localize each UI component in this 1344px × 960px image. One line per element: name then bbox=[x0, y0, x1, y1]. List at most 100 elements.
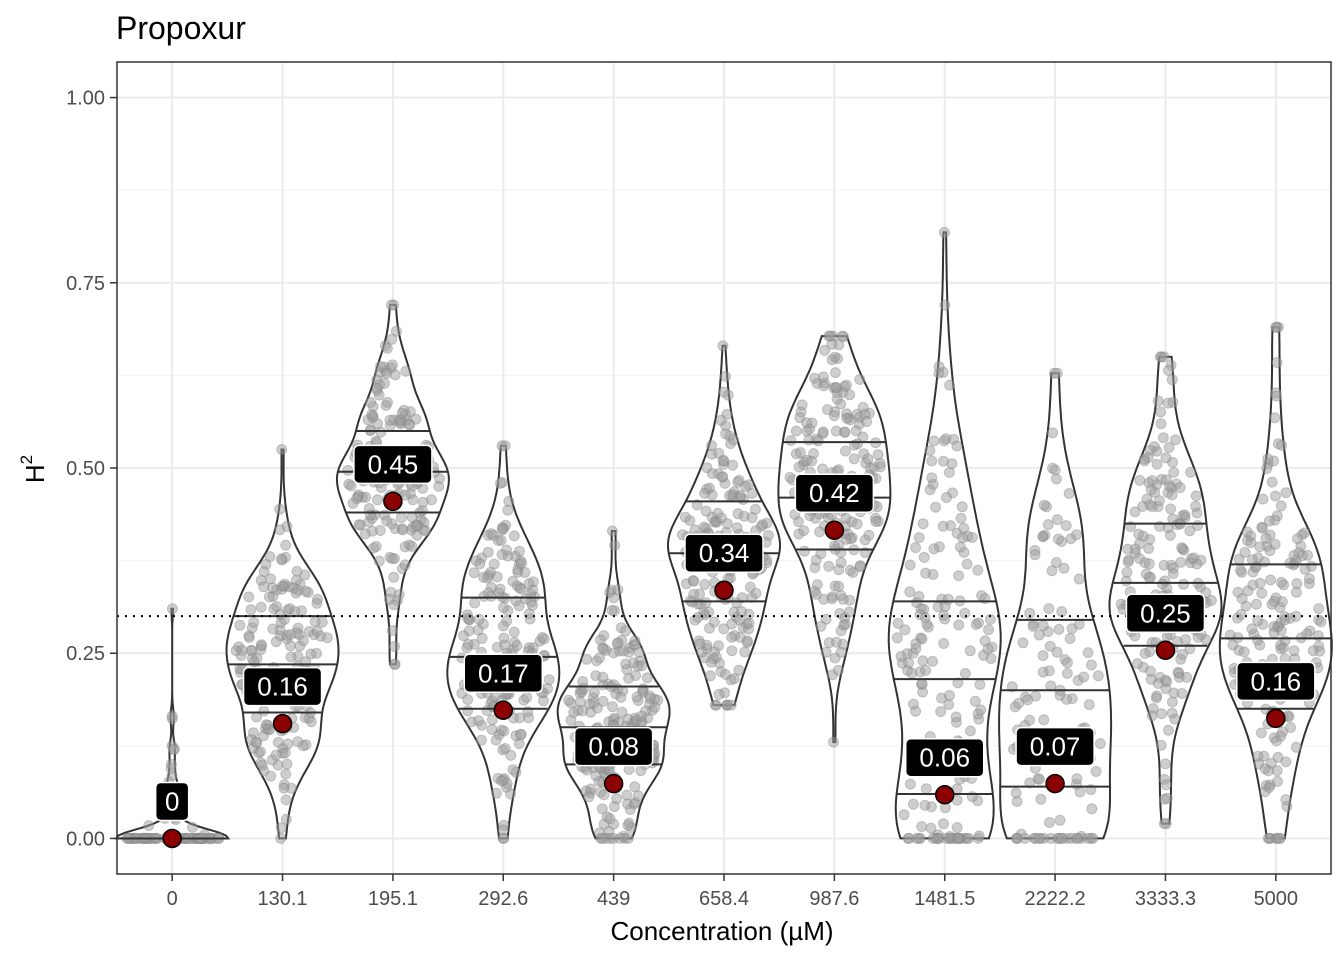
data-point bbox=[289, 606, 301, 617]
data-point bbox=[502, 504, 514, 516]
data-point bbox=[911, 832, 923, 844]
data-point bbox=[828, 410, 840, 422]
data-point bbox=[255, 746, 266, 758]
data-point bbox=[725, 699, 737, 711]
data-point bbox=[473, 715, 484, 727]
data-point bbox=[1168, 466, 1180, 478]
data-point bbox=[691, 499, 703, 511]
mean-label-text: 0.42 bbox=[809, 478, 860, 508]
mean-label-box bbox=[573, 726, 654, 767]
data-point bbox=[733, 664, 745, 676]
data-point bbox=[1246, 554, 1258, 566]
x-tick-label: 5000 bbox=[1254, 888, 1299, 910]
data-point bbox=[165, 758, 177, 770]
data-point bbox=[1044, 640, 1056, 652]
data-point bbox=[924, 445, 936, 457]
mean-label: 0 bbox=[154, 781, 190, 822]
data-point bbox=[496, 476, 508, 488]
data-point bbox=[1265, 574, 1276, 586]
data-point bbox=[736, 606, 747, 617]
data-point bbox=[514, 729, 526, 741]
data-point bbox=[1190, 500, 1202, 512]
data-point bbox=[955, 512, 967, 524]
data-point bbox=[1017, 637, 1029, 649]
data-point bbox=[1151, 458, 1163, 470]
data-point bbox=[966, 532, 978, 543]
data-point bbox=[618, 645, 629, 657]
data-point bbox=[973, 830, 985, 842]
mean-label-text: 0.16 bbox=[257, 672, 308, 702]
data-point bbox=[607, 701, 618, 713]
data-point bbox=[1180, 634, 1192, 645]
data-point bbox=[490, 787, 502, 799]
data-point bbox=[521, 692, 533, 703]
data-point bbox=[736, 592, 748, 604]
data-point bbox=[704, 670, 716, 682]
data-point bbox=[1056, 606, 1068, 618]
data-point bbox=[1161, 792, 1173, 804]
data-point bbox=[399, 559, 411, 571]
data-point bbox=[1276, 439, 1288, 451]
data-point bbox=[801, 454, 813, 466]
data-point bbox=[1055, 832, 1067, 844]
data-point bbox=[1142, 451, 1154, 463]
data-point bbox=[910, 643, 922, 655]
data-point bbox=[841, 379, 852, 391]
data-point bbox=[280, 768, 292, 780]
data-point bbox=[274, 503, 286, 515]
data-point bbox=[917, 518, 929, 530]
data-point bbox=[1290, 610, 1302, 622]
mean-label-box bbox=[1125, 593, 1206, 634]
data-point bbox=[1176, 688, 1188, 699]
data-point bbox=[910, 705, 922, 717]
data-point bbox=[385, 299, 397, 311]
data-point bbox=[386, 333, 398, 345]
mean-marker bbox=[1045, 773, 1065, 794]
data-point bbox=[848, 453, 860, 465]
data-point bbox=[727, 434, 739, 446]
mean-marker bbox=[603, 773, 624, 794]
data-point bbox=[1158, 818, 1170, 830]
data-point bbox=[311, 647, 322, 659]
mean-label: 0.17 bbox=[463, 653, 544, 694]
data-point bbox=[1157, 432, 1169, 444]
mean-label: 0.16 bbox=[242, 666, 323, 707]
data-point bbox=[713, 640, 724, 652]
data-point bbox=[598, 789, 610, 801]
data-point bbox=[939, 299, 951, 311]
data-point bbox=[1275, 576, 1287, 588]
mean-label-text: 0 bbox=[165, 786, 179, 816]
data-point bbox=[1255, 727, 1267, 739]
data-point bbox=[1257, 493, 1269, 505]
data-point bbox=[913, 591, 925, 602]
data-point bbox=[1051, 367, 1063, 379]
data-point bbox=[1279, 614, 1291, 626]
mean-label-box bbox=[1236, 661, 1316, 702]
data-point bbox=[844, 389, 856, 401]
data-point bbox=[243, 591, 255, 603]
data-point bbox=[1271, 735, 1282, 747]
data-point bbox=[1165, 503, 1177, 515]
data-point bbox=[386, 625, 398, 636]
data-point bbox=[726, 645, 738, 657]
data-point bbox=[1174, 482, 1186, 494]
data-point bbox=[623, 672, 635, 684]
data-point bbox=[910, 542, 922, 554]
data-point bbox=[1058, 562, 1070, 574]
data-point bbox=[1162, 365, 1174, 376]
mean-label-box bbox=[242, 666, 323, 707]
data-point bbox=[1277, 642, 1289, 654]
data-point bbox=[482, 546, 494, 558]
data-point bbox=[280, 539, 292, 551]
mean-marker bbox=[1155, 640, 1176, 661]
data-point bbox=[916, 678, 928, 690]
mean-label: 0.42 bbox=[794, 473, 875, 513]
data-point bbox=[927, 655, 938, 667]
data-point bbox=[606, 525, 618, 537]
data-point bbox=[285, 651, 297, 663]
data-point bbox=[632, 790, 644, 802]
data-point bbox=[839, 426, 851, 438]
data-point bbox=[1063, 488, 1075, 499]
mean-label-text: 0.06 bbox=[919, 743, 970, 773]
data-point bbox=[727, 459, 739, 471]
